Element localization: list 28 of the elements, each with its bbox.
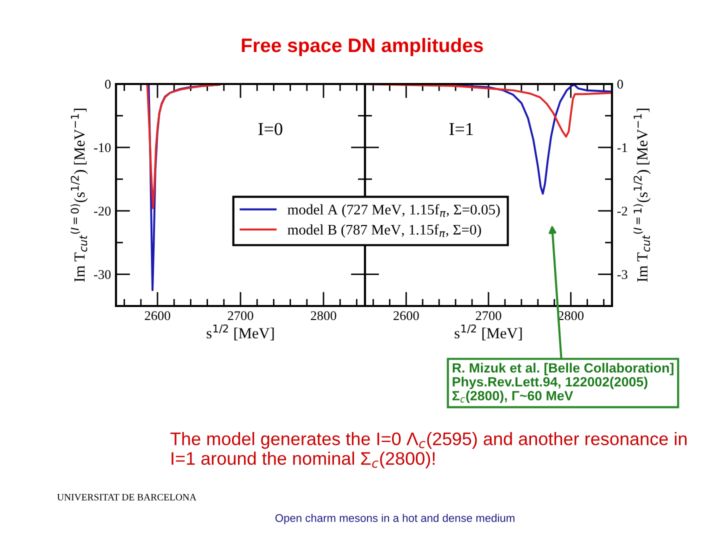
chart-title: Free space DN amplitudes (242, 38, 483, 56)
text: R. Mizuk et al. [Belle Collaboration] Phys.Rev.Lett.94, 122002(2005) Σ$_{c}$(2800), Γ~60 MeV (452, 362, 674, 404)
x-tick-label: 2700 (228, 311, 254, 320)
annotation: I=0 (258, 122, 282, 136)
text: UNIVERSITAT DE BARCELONA (57, 494, 196, 500)
legend-label: model B (787 MeV, 1.15f$_{π}$, Σ=0) (288, 224, 481, 238)
x-tick-label: 2800 (310, 311, 336, 320)
line-series (146, 84, 221, 210)
y-axis-title: Im T$_{cut}$$^{(I=0)}$(s$^{1/2}$) [MeV$^{−1}$] (70, 108, 88, 282)
text: The model generates the I=0 Λ$_{c}$(2595) and another resonance in I=1 around the nominal Σ$_{c}$(2800)! (170, 432, 687, 468)
text: Open charm mesons in a hot and dense medium (275, 514, 514, 524)
y-tick-label: -20 (94, 206, 111, 216)
x-tick-label: 2700 (476, 311, 502, 320)
y-tick-label: 0 (617, 80, 623, 89)
x-tick-label: 2600 (144, 311, 170, 320)
y-tick-label: -3 (617, 270, 628, 279)
legend-label: model A (727 MeV, 1.15f$_{π}$, Σ=0.05) (288, 204, 500, 218)
y-tick-label: 0 (105, 80, 111, 89)
x-axis-title: s$^{1/2}$ [MeV] (454, 324, 522, 340)
annotation: I=1 (449, 123, 473, 135)
y-axis-title: Im T$_{cut}$$^{(I=1)}$(s$^{1/2}$) [MeV$^{−1}$] (633, 108, 651, 282)
y-tick-label: -10 (94, 143, 111, 152)
x-tick-label: 2800 (558, 311, 584, 320)
x-tick-label: 2600 (394, 311, 419, 320)
y-tick-label: -2 (617, 206, 628, 216)
x-axis-title: s$^{1/2}$ [MeV] (206, 324, 274, 340)
y-tick-label: -1 (617, 143, 628, 152)
y-tick-label: -30 (94, 270, 111, 279)
